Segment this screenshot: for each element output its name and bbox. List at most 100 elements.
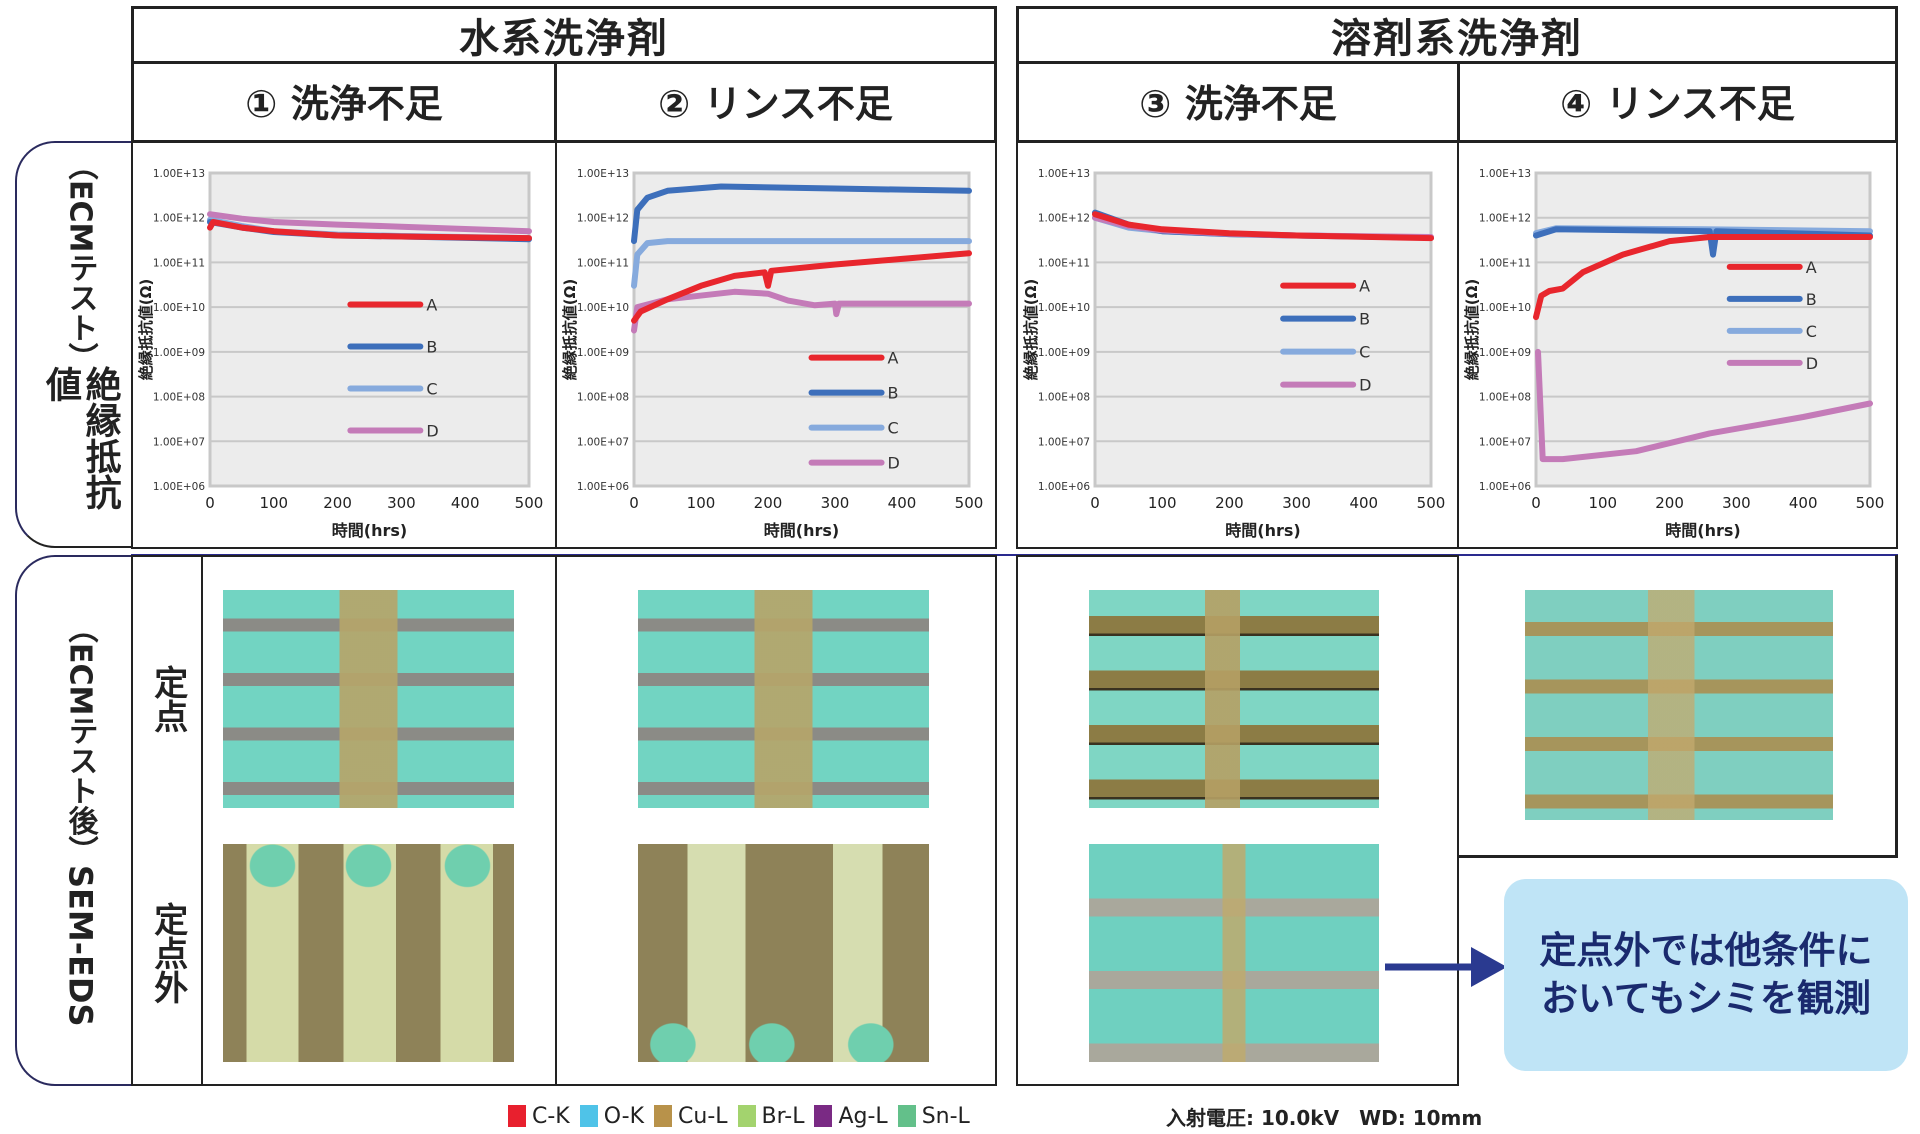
series-line-A xyxy=(1092,211,1434,242)
series-line-C xyxy=(631,238,972,289)
y-tick-label: 1.00E+08 xyxy=(1479,392,1531,404)
y-tick-label: 1.00E+10 xyxy=(153,302,205,314)
series-line-B xyxy=(631,183,972,245)
eds-legend-item: Sn-L xyxy=(897,1103,970,1129)
x-tick-label: 300 xyxy=(821,494,850,512)
y-tick-label: 1.00E+09 xyxy=(577,347,629,359)
case-header-2: ② リンス不足 xyxy=(554,61,997,143)
y-tick-label: 1.00E+10 xyxy=(1479,302,1531,314)
callout-line-2: おいてもシミを観測 xyxy=(1540,977,1872,1020)
legend-label: Sn-L xyxy=(921,1103,970,1129)
legend-label-B: B xyxy=(1806,290,1817,309)
x-tick-label: 500 xyxy=(1856,494,1885,512)
sem-row-label xyxy=(15,555,133,1086)
y-tick-label: 1.00E+06 xyxy=(153,481,205,493)
fixed-point-label: 定点 xyxy=(133,590,201,808)
x-tick-label: 400 xyxy=(888,494,917,512)
sem-image-3-outside xyxy=(1089,844,1379,1062)
x-tick-label: 100 xyxy=(259,494,288,512)
y-tick-label: 1.00E+12 xyxy=(577,213,629,225)
y-tick-label: 1.00E+13 xyxy=(153,168,205,180)
x-tick-label: 200 xyxy=(1655,494,1684,512)
sem-image-2-fixed xyxy=(638,590,929,808)
x-axis-label: 時間(hrs) xyxy=(1665,521,1740,540)
y-tick-label: 1.00E+06 xyxy=(577,481,629,493)
sem-cell-2 xyxy=(555,555,997,1086)
y-tick-label: 1.00E+09 xyxy=(153,347,205,359)
y-tick-label: 1.00E+09 xyxy=(1038,347,1090,359)
swatch xyxy=(508,1105,526,1127)
legend-label-A: A xyxy=(426,295,437,314)
resistance-chart-2: 1.00E+06 1.00E+07 1.00E+08 1.00E+09 1.00E+10… xyxy=(561,168,983,540)
y-axis-label: 絶縁抵抗値(Ω) xyxy=(137,279,155,380)
sem-image-1-outside xyxy=(223,844,514,1062)
legend-label: O-K xyxy=(603,1103,645,1129)
sem-image-4-fixed xyxy=(1525,590,1833,820)
legend-label-B: B xyxy=(426,337,437,356)
series-line-A xyxy=(207,219,532,242)
legend-label: Ag-L xyxy=(838,1103,888,1129)
measurement-conditions: 入射電圧: 10.0kV WD: 10mm xyxy=(1166,1106,1483,1130)
eds-legend-item: Cu-L xyxy=(654,1104,728,1129)
chart-cell-4 xyxy=(1457,141,1898,549)
resistance-chart-4: 1.00E+06 1.00E+07 1.00E+08 1.00E+09 1.00E+10… xyxy=(1463,168,1885,540)
y-tick-label: 1.00E+13 xyxy=(1038,168,1090,180)
y-tick-label: 1.00E+08 xyxy=(153,392,205,404)
x-axis-label: 時間(hrs) xyxy=(1225,521,1300,540)
x-tick-label: 100 xyxy=(687,494,716,512)
legend-label: Br-L xyxy=(761,1103,805,1129)
x-tick-label: 400 xyxy=(1789,494,1818,512)
legend-label-C: C xyxy=(888,419,899,438)
eds-legend-item: Br-L xyxy=(737,1103,805,1129)
y-tick-label: 1.00E+11 xyxy=(1038,257,1090,269)
sem-cell-4 xyxy=(1457,555,1898,858)
series-line-D xyxy=(207,211,532,235)
x-tick-label: 200 xyxy=(754,494,783,512)
y-tick-label: 1.00E+08 xyxy=(1038,392,1090,404)
x-tick-label: 200 xyxy=(1215,494,1244,512)
y-tick-label: 1.00E+12 xyxy=(1038,213,1090,225)
case-label: ① 洗浄不足 xyxy=(245,82,443,126)
legend-label-A: A xyxy=(1359,277,1370,296)
eds-legend-item: C-K xyxy=(508,1104,570,1129)
legend-label-D: D xyxy=(1359,376,1371,395)
x-tick-label: 0 xyxy=(629,494,639,512)
y-tick-label: 1.00E+10 xyxy=(1038,302,1090,314)
swatch xyxy=(654,1105,673,1127)
y-tick-label: 1.00E+06 xyxy=(1038,481,1090,493)
series-line-A xyxy=(1533,234,1873,321)
y-tick-label: 1.00E+09 xyxy=(1479,347,1531,359)
legend-label-B: B xyxy=(1359,310,1370,329)
eds-legend: C-K O-K Cu-L Br-L Ag-L Sn-L xyxy=(508,1100,980,1132)
sem-label-main: SEM-EDS xyxy=(61,865,100,1027)
y-tick-label: 1.00E+12 xyxy=(1479,213,1531,225)
series-line-A xyxy=(631,250,972,324)
arrow-icon xyxy=(1385,947,1507,987)
y-tick-label: 1.00E+07 xyxy=(1479,436,1531,448)
y-tick-label: 1.00E+11 xyxy=(1479,257,1531,269)
y-tick-label: 1.00E+06 xyxy=(1479,481,1531,493)
ecm-row-label-text: 絶縁抵抗値 （ECMテスト） xyxy=(30,150,130,540)
x-tick-label: 100 xyxy=(1148,494,1177,512)
resistance-chart-3: 1.00E+06 1.00E+07 1.00E+08 1.00E+09 1.00E+10… xyxy=(1022,168,1445,540)
y-tick-label: 1.00E+07 xyxy=(577,436,629,448)
legend-label-C: C xyxy=(1806,322,1817,341)
case-header-4: ④ リンス不足 xyxy=(1457,61,1898,143)
resistance-chart-1: 1.00E+06 1.00E+07 1.00E+08 1.00E+09 1.00E+10… xyxy=(137,168,543,540)
outside-fixed-point-text: 定点外 xyxy=(147,902,188,1004)
plot-area xyxy=(1093,171,1433,488)
x-tick-label: 400 xyxy=(451,494,480,512)
swatch xyxy=(814,1105,833,1127)
legend-label-D: D xyxy=(426,421,438,440)
series-line-D xyxy=(1535,348,1873,463)
sem-row-top-line xyxy=(131,554,1898,556)
plot-area xyxy=(632,171,971,488)
ecm-row-label xyxy=(15,141,133,548)
header-solvent-label: 溶剤系洗浄剤 xyxy=(1331,16,1583,62)
plot-area xyxy=(1534,171,1872,488)
x-axis-label: 時間(hrs) xyxy=(764,521,839,540)
callout-box: 定点外では他条件に おいてもシミを観測 xyxy=(1504,879,1908,1071)
sem-image-3-fixed xyxy=(1089,590,1379,808)
x-tick-label: 0 xyxy=(1090,494,1100,512)
swatch xyxy=(897,1105,916,1127)
